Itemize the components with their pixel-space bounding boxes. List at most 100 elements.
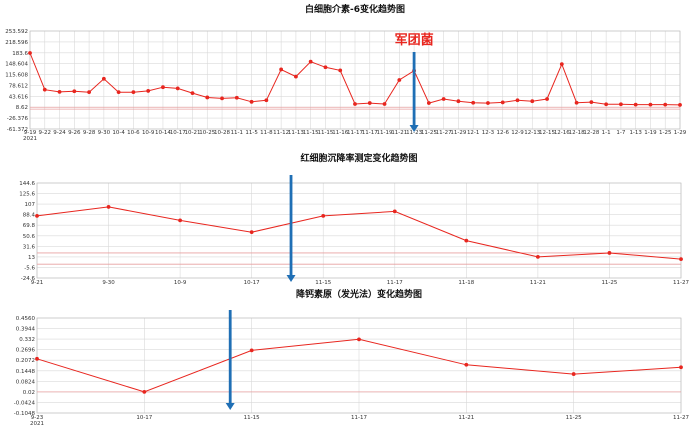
x-tick-label: 11-15: [317, 130, 333, 136]
y-tick-label: 88.4: [23, 213, 36, 219]
plot-frame: [29, 30, 681, 130]
y-tick-label: 69.8: [23, 223, 36, 229]
y-tick-label: 0.2072: [16, 358, 35, 364]
data-point: [678, 103, 682, 107]
data-point: [35, 214, 39, 218]
x-tick-label: 11-5: [245, 130, 258, 136]
y-tick-label: 43.616: [9, 94, 29, 100]
x-tick-label: 11-1: [231, 130, 243, 136]
data-point: [441, 97, 446, 101]
x-tick-label: 10-28: [214, 130, 230, 136]
series-line: [36, 206, 682, 260]
data-point: [249, 348, 254, 353]
x-tick-label: 11-12: [273, 130, 289, 136]
x-tick-label: 9-23: [31, 415, 44, 421]
data-point: [392, 209, 397, 214]
y-tick-label: 253.592: [5, 29, 28, 35]
y-tick-label: 0.4560: [16, 316, 36, 322]
data-point: [574, 100, 579, 105]
y-tick-label: -61.372: [7, 127, 28, 133]
x-tick-label: 1-19: [644, 130, 657, 136]
x-tick-label: 11-23: [406, 130, 422, 136]
x-tick-label: 11-13: [288, 130, 304, 136]
x-tick-label: 1-1: [602, 130, 611, 136]
y-tick-label: 0.2696: [16, 348, 36, 354]
chart-title: 降钙素原（发光法）变化趋势图: [296, 288, 422, 300]
data-point: [500, 100, 505, 105]
x-tick-label: 11-8: [260, 130, 273, 136]
y-tick-label: 0.3944: [16, 327, 36, 333]
x-tick-label: 9-19: [24, 130, 37, 136]
y-tick-label: 0.0824: [16, 379, 36, 385]
data-point: [515, 98, 520, 103]
data-point: [87, 90, 91, 95]
x-tick-label: 11-17: [387, 280, 403, 286]
y-tick-label: 107: [25, 202, 36, 208]
x-tick-label: 9-30: [98, 130, 111, 136]
x-tick-label: 11-25: [421, 130, 437, 136]
data-point: [382, 102, 387, 106]
data-point: [249, 99, 254, 104]
data-point: [131, 90, 136, 95]
x-tick-label: 11-15: [244, 415, 260, 421]
data-point: [234, 95, 239, 100]
data-point: [106, 205, 111, 209]
y-tick-label: 50.6: [23, 234, 36, 240]
x-tick-label: 9-24: [53, 130, 66, 136]
y-tick-label: 31.6: [23, 244, 36, 250]
x-tick-label: 12-3: [482, 130, 495, 136]
x-tick-label: 11-17: [362, 130, 378, 136]
y-tick-label: -5.6: [24, 265, 35, 271]
x-tick-label: 1-7: [616, 130, 625, 136]
data-point: [471, 100, 476, 105]
x-tick-label: 10-21: [185, 130, 201, 136]
data-point: [338, 68, 343, 73]
x-tick-label: 11-29: [450, 130, 466, 136]
data-point: [323, 65, 328, 70]
data-point: [589, 100, 594, 105]
x-tick-label: 11-15: [315, 280, 331, 286]
chart-title: 白细胞介素-6变化趋势图: [305, 3, 405, 15]
x-tick-label: 11-16: [332, 130, 348, 136]
data-point: [142, 389, 147, 394]
y-tick-label: 78.612: [9, 83, 28, 89]
data-point: [571, 372, 576, 376]
x-tick-label: 12-18: [569, 130, 585, 136]
data-point: [535, 254, 540, 259]
data-point: [249, 230, 254, 235]
data-point: [175, 86, 180, 91]
chart-1: 白细胞介素-6变化趋势图 253.592 218.596 183.6 148.604 11…: [5, 3, 686, 142]
x-tick-label: 11-27: [436, 130, 452, 136]
data-point: [456, 99, 461, 104]
data-point: [648, 102, 653, 107]
x-tick-label: 11-25: [566, 415, 582, 421]
x-tick-label: 11-15: [303, 130, 319, 136]
y-tick-label: -0.0424: [14, 400, 36, 406]
data-point: [464, 362, 469, 367]
data-point: [530, 99, 535, 104]
marker-arrow-head: [286, 275, 296, 282]
data-point: [205, 95, 210, 100]
x-tick-label: 9-21: [31, 280, 43, 286]
data-point: [72, 89, 77, 94]
data-point: [679, 365, 683, 370]
x-tick-label: 9-26: [68, 130, 81, 136]
data-point: [663, 102, 668, 107]
data-point: [426, 101, 431, 105]
data-point: [190, 91, 195, 96]
data-point: [279, 67, 284, 72]
chart-3: 降钙素原（发光法）变化趋势图 0.4560 0.3944 0.332 0.2696 0.2…: [14, 288, 690, 427]
data-point: [604, 102, 609, 107]
data-point: [146, 89, 151, 93]
y-tick-label: -26.376: [7, 116, 29, 122]
x-tick-label: 11-17: [347, 130, 363, 136]
y-tick-label: 13: [28, 255, 35, 261]
y-tick-label: 0.02: [23, 390, 35, 396]
data-point: [633, 102, 638, 107]
annotation-label: 军团菌: [395, 32, 434, 48]
x-tick-label: 11-19: [377, 130, 393, 136]
y-tick-label: 183.6: [12, 51, 28, 57]
x-tick-label: 10-17: [170, 130, 186, 136]
data-point: [294, 74, 298, 79]
x-tick-label: 12-13: [524, 130, 540, 136]
